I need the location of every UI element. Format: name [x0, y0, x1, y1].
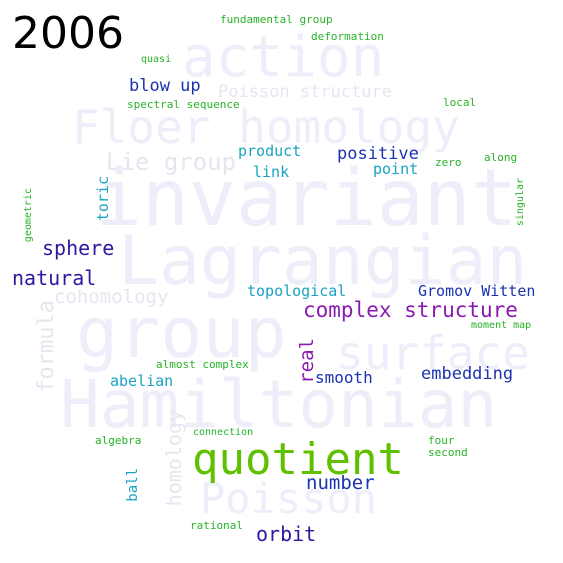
word-quasi: quasi: [141, 54, 172, 65]
bg-word-action: action: [182, 25, 385, 90]
bg-word-cohomology: cohomology: [54, 286, 169, 308]
word-local: local: [443, 96, 477, 109]
word-along: along: [484, 151, 518, 164]
word-smooth: smooth: [315, 368, 373, 387]
word-fundamental-group: fundamental group: [220, 13, 333, 26]
word-point: point: [373, 160, 419, 178]
word-embedding: embedding: [421, 364, 514, 384]
word-second: second: [428, 446, 468, 459]
word-toric: toric: [94, 176, 112, 222]
bg-word-lie-group: Lie group: [106, 148, 237, 176]
word-sphere: sphere: [42, 236, 115, 260]
word-ball: ball: [125, 468, 141, 502]
word-algebra: algebra: [95, 434, 142, 447]
year-label: 2006: [12, 8, 124, 59]
word-orbit: orbit: [256, 522, 317, 546]
word-moment-map: moment map: [471, 320, 532, 331]
bg-word-poisson: Poisson: [200, 474, 378, 523]
bg-word-group: group: [76, 292, 287, 374]
bg-word-lagrangian: Lagrangian: [118, 222, 528, 301]
word-four: four: [428, 434, 455, 447]
word-spectral-sequence: spectral sequence: [127, 98, 240, 111]
word-product: product: [238, 142, 302, 160]
word-positive: positive: [337, 144, 419, 164]
word-topological: topological: [247, 282, 347, 300]
word-zero: zero: [435, 156, 462, 169]
bg-word-invariant: invariant: [95, 154, 518, 244]
bg-word-hamiltonian: Hamiltonian: [60, 366, 498, 443]
word-blow-up: blow up: [129, 76, 201, 96]
word-geometric: geometric: [23, 188, 34, 243]
bg-word-floer-homology: Floer homology: [72, 100, 460, 154]
word-connection: connection: [193, 427, 254, 438]
word-rational: rational: [190, 519, 243, 532]
bg-word-surface: surface: [336, 326, 530, 380]
word-almost-complex: almost complex: [156, 358, 249, 371]
bg-word-poisson-structure: Poisson structure: [218, 82, 392, 102]
bg-word-homology: homology: [162, 410, 186, 507]
word-gromov-witten: Gromov Witten: [418, 282, 536, 300]
word-abelian: abelian: [110, 372, 174, 390]
word-link: link: [253, 163, 290, 181]
word-deformation: deformation: [311, 30, 384, 43]
word-complex-structure: complex structure: [303, 298, 518, 322]
word-singular: singular: [515, 178, 526, 227]
word-number: number: [306, 472, 375, 494]
bg-word-formula: formula: [34, 300, 59, 393]
word-quotient: quotient: [192, 434, 404, 485]
word-natural: natural: [12, 266, 97, 290]
